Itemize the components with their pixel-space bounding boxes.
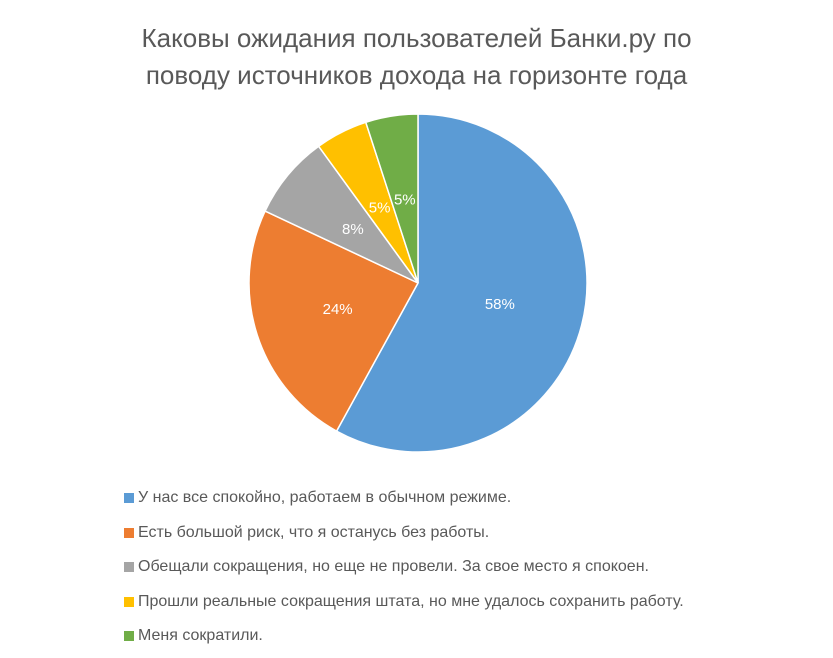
chart-title-line-2: поводу источников дохода на горизонте го… xyxy=(145,60,688,90)
data-label: 5% xyxy=(394,192,416,209)
data-label: 58% xyxy=(485,296,515,313)
legend-label: Есть большой риск, что я останусь без ра… xyxy=(138,523,490,541)
legend-label: Прошли реальные сокращения штата, но мне… xyxy=(138,592,684,610)
pie-slice xyxy=(248,210,420,433)
chart-title: Каковы ожидания пользователей Банки.ру п… xyxy=(0,20,833,94)
legend-item: Меня сократили. xyxy=(124,619,684,654)
legend-swatch xyxy=(124,493,134,504)
legend-label: Меня сократили. xyxy=(138,627,263,645)
legend-label: У нас все спокойно, работаем в обычном р… xyxy=(138,489,512,507)
legend-item: Есть большой риск, что я останусь без ра… xyxy=(124,516,684,551)
legend-swatch xyxy=(124,596,134,607)
legend-item: У нас все спокойно, работаем в обычном р… xyxy=(124,481,684,516)
legend-label: Обещали сокращения, но еще не провели. З… xyxy=(138,558,649,576)
data-label: 5% xyxy=(369,200,391,217)
legend-item: Прошли реальные сокращения штата, но мне… xyxy=(124,585,684,620)
pie-slice xyxy=(335,113,588,453)
legend: У нас все спокойно, работаем в обычном р… xyxy=(124,481,684,654)
pie-slice xyxy=(364,113,419,284)
data-label: 8% xyxy=(342,221,364,238)
data-label: 24% xyxy=(323,301,353,318)
chart-title-line-1: Каковы ожидания пользователей Банки.ру п… xyxy=(141,23,692,53)
legend-swatch xyxy=(124,527,134,538)
legend-swatch xyxy=(124,631,134,642)
legend-item: Обещали сокращения, но еще не провели. З… xyxy=(124,550,684,585)
legend-swatch xyxy=(124,562,134,573)
